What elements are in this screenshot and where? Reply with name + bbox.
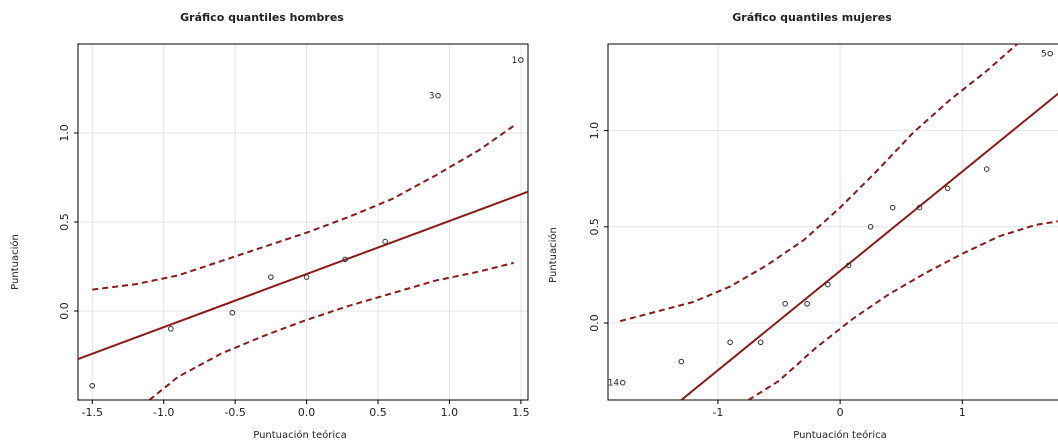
chart-mujeres-xlabel: Puntuación teórica [793,429,887,441]
data-point [678,358,685,365]
lower-confidence-band [747,220,1058,400]
point-label: 3 [429,92,435,102]
data-point [825,281,831,288]
data-point [845,262,852,269]
y-tick-label: 1.0 [588,122,601,140]
data-point [757,339,764,346]
chart-mujeres-title: Gráfico quantiles mujeres [732,11,892,24]
point-label: 1 [512,56,518,66]
x-tick-label: 0.5 [369,406,387,419]
x-tick-label: 0 [837,406,844,419]
chart-mujeres: Gráfico quantiles mujeres 145 -1 0 1 0.00.… [547,11,1058,441]
data-point [619,379,626,386]
data-point [804,300,810,307]
chart-hombres-xlabel: Puntuación teórica [253,429,347,441]
lower-confidence-band [148,261,514,400]
chart-hombres-x-ticks: -1.5 -1.0 -0.5 0.0 0.5 1.0 1.5 [82,400,530,419]
y-tick-label: 0.5 [588,218,601,236]
data-point [727,339,733,346]
chart-mujeres-x-ticks: -1 0 1 [712,400,966,419]
chart-hombres: Gráfico quantiles hombres 31 -1.5 -1.0 -0.… [9,11,530,441]
y-tick-label: 0.0 [588,314,601,332]
chart-mujeres-y-ticks: 0.0 0.5 1.0 [588,122,608,332]
x-tick-label: 1 [959,406,966,419]
upper-confidence-band [619,44,1018,323]
data-point [382,238,388,245]
y-tick-label: 0.5 [58,213,71,231]
x-tick-label: -0.5 [224,406,245,419]
series-clip-group [619,44,1058,400]
x-tick-label: -1.0 [153,406,174,419]
x-tick-label: 1.5 [512,406,530,419]
chart-hombres-y-ticks: 0.0 0.5 1.0 [58,124,78,320]
data-point [342,256,348,263]
data-point [89,382,96,389]
data-point [867,224,874,230]
data-point [303,274,310,280]
y-tick-label: 1.0 [58,124,71,142]
data-point [782,300,788,307]
x-tick-label: -1.5 [82,406,103,419]
data-point [268,274,274,280]
chart-mujeres-series: 14 5 [608,44,1058,400]
y-tick-label: 0.0 [58,302,71,320]
fit-line [78,190,528,360]
chart-mujeres-ylabel: Puntuación [547,227,559,283]
x-tick-label: 1.0 [441,406,459,419]
chart-hombres-title: Gráfico quantiles hombres [180,11,344,24]
x-tick-label: 0.0 [298,406,316,419]
chart-hombres-grid [78,44,528,400]
data-point [435,92,441,99]
point-label: 14 [608,379,620,389]
chart-mujeres-grid [608,44,1058,400]
data-point [916,204,923,211]
point-label: 5 [1041,50,1047,60]
data-point [983,166,990,172]
upper-confidence-band [92,125,515,291]
data-point [1047,50,1054,57]
data-point [518,57,524,63]
data-point [229,309,236,316]
chart-hombres-ylabel: Puntuación [9,234,21,290]
data-point [168,326,174,332]
data-point [889,204,896,211]
chart-hombres-series: 31 [78,56,528,400]
x-tick-label: -1 [712,406,723,419]
fit-line [680,92,1058,400]
chart-mujeres-plot-frame [607,43,1058,401]
data-point [944,185,951,192]
series-clip-group [78,125,528,400]
